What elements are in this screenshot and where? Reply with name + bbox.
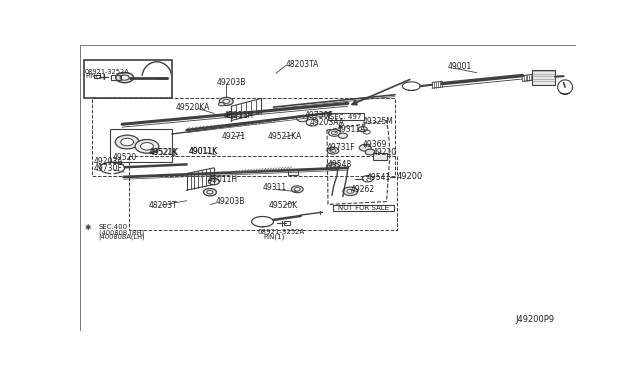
- Text: 49203B: 49203B: [216, 197, 244, 206]
- Circle shape: [330, 165, 336, 168]
- Text: 49203B: 49203B: [217, 78, 246, 87]
- Text: ✱: ✱: [85, 223, 92, 232]
- Text: 49200: 49200: [396, 173, 422, 182]
- Bar: [92, 99, 395, 176]
- Circle shape: [218, 103, 225, 106]
- Circle shape: [358, 126, 367, 132]
- Text: 4B011H: 4B011H: [207, 175, 237, 184]
- Text: 48203T: 48203T: [148, 201, 177, 209]
- Bar: [110, 129, 172, 161]
- Circle shape: [330, 149, 336, 153]
- Circle shape: [115, 135, 139, 149]
- Text: 49520: 49520: [112, 153, 136, 162]
- Text: (40080B (RH): (40080B (RH): [99, 229, 144, 235]
- Circle shape: [365, 149, 375, 155]
- Text: (40080BA(LH): (40080BA(LH): [99, 234, 145, 240]
- Circle shape: [204, 189, 216, 196]
- Bar: [328, 113, 364, 120]
- Bar: [372, 153, 387, 160]
- Text: 49325M: 49325M: [363, 118, 394, 126]
- Text: 49262: 49262: [350, 185, 374, 193]
- Bar: [111, 75, 121, 80]
- Circle shape: [121, 138, 134, 146]
- Text: NOT FOR SALE: NOT FOR SALE: [338, 205, 389, 212]
- Bar: [288, 169, 298, 175]
- Bar: [333, 205, 394, 211]
- Circle shape: [327, 147, 339, 154]
- Text: 49011K: 49011K: [188, 147, 217, 156]
- Circle shape: [291, 186, 303, 193]
- Circle shape: [347, 189, 354, 193]
- Text: 49001: 49001: [448, 62, 472, 71]
- Text: PIN(1): PIN(1): [85, 73, 105, 79]
- Text: 49271: 49271: [221, 132, 246, 141]
- Bar: [129, 156, 397, 230]
- Circle shape: [332, 131, 337, 135]
- Text: 49311A: 49311A: [337, 125, 366, 134]
- Circle shape: [343, 187, 358, 196]
- Text: 49369: 49369: [363, 140, 387, 148]
- Text: 49541: 49541: [367, 173, 391, 182]
- Circle shape: [326, 163, 339, 170]
- Text: 49730F: 49730F: [305, 111, 333, 120]
- Bar: [284, 221, 291, 225]
- Text: 49203AA: 49203AA: [310, 118, 345, 127]
- Circle shape: [116, 73, 134, 83]
- Text: 49731F: 49731F: [327, 143, 356, 152]
- Text: SEC.400: SEC.400: [99, 224, 128, 230]
- Text: 49011K: 49011K: [189, 147, 218, 156]
- Text: 49521KA: 49521KA: [268, 132, 301, 141]
- Text: 49210: 49210: [372, 148, 397, 157]
- Text: PIN(1): PIN(1): [264, 234, 285, 240]
- Text: 49521K: 49521K: [150, 148, 179, 157]
- Bar: [532, 70, 555, 85]
- Text: 49311: 49311: [262, 183, 287, 192]
- Text: J49200P9: J49200P9: [515, 315, 555, 324]
- Text: 08921-3252A: 08921-3252A: [85, 69, 130, 75]
- Circle shape: [207, 190, 213, 194]
- Circle shape: [223, 99, 230, 103]
- Text: 4B011H: 4B011H: [224, 111, 254, 120]
- Text: 49203A: 49203A: [94, 157, 124, 166]
- Text: 49548: 49548: [328, 160, 352, 169]
- Text: 49521K: 49521K: [148, 148, 177, 157]
- Text: 49730F: 49730F: [94, 164, 123, 173]
- Circle shape: [294, 187, 300, 191]
- Bar: [94, 75, 100, 78]
- Circle shape: [135, 140, 159, 153]
- Text: 49520K: 49520K: [269, 201, 298, 209]
- Text: 48203TA: 48203TA: [286, 60, 319, 68]
- Text: 08921-3252A: 08921-3252A: [257, 229, 305, 235]
- Text: SEC. 497: SEC. 497: [330, 113, 362, 119]
- Circle shape: [359, 144, 371, 151]
- Bar: [84, 60, 172, 97]
- Circle shape: [328, 129, 340, 136]
- Circle shape: [339, 133, 348, 138]
- Circle shape: [141, 142, 154, 150]
- Text: 49520KA: 49520KA: [175, 103, 210, 112]
- Circle shape: [120, 75, 129, 80]
- Circle shape: [220, 97, 233, 105]
